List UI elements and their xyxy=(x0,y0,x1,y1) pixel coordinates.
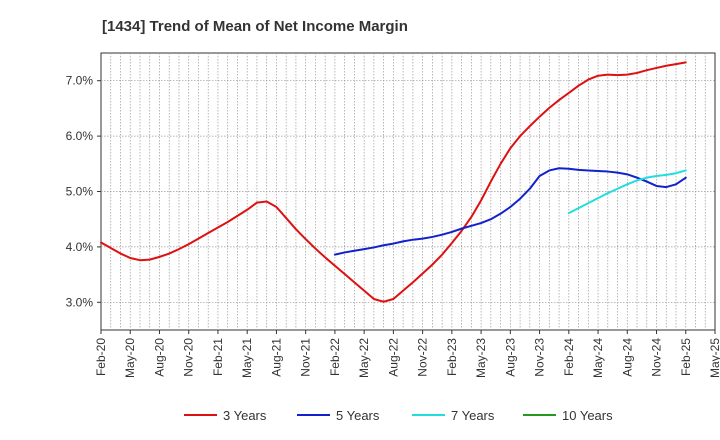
y-tick-label: 6.0% xyxy=(66,129,94,143)
x-tick-label: Aug-20 xyxy=(152,338,166,377)
legend: 3 Years 5 Years 7 Years 10 Years xyxy=(184,408,613,423)
x-tick-label: May-23 xyxy=(474,338,488,378)
x-tick-label: May-21 xyxy=(240,338,254,378)
y-axis-ticks: 3.0% 4.0% 5.0% 6.0% 7.0% xyxy=(66,74,101,309)
legend-label: 7 Years xyxy=(451,408,495,423)
chart-title: [1434] Trend of Mean of Net Income Margi… xyxy=(102,18,408,35)
x-tick-label: Nov-24 xyxy=(650,338,664,377)
x-tick-label: Aug-22 xyxy=(386,338,400,377)
y-tick-label: 5.0% xyxy=(66,185,94,199)
y-tick-label: 7.0% xyxy=(66,74,94,88)
x-tick-label: Aug-23 xyxy=(503,338,517,377)
x-tick-label: Nov-22 xyxy=(416,338,430,377)
x-tick-label: May-22 xyxy=(357,338,371,378)
legend-label: 3 Years xyxy=(223,408,267,423)
y-tick-label: 3.0% xyxy=(66,295,94,309)
x-tick-label: Nov-23 xyxy=(533,338,547,377)
series-line-3-years xyxy=(100,61,687,303)
x-tick-label: Feb-21 xyxy=(211,338,225,376)
grid xyxy=(101,53,715,330)
x-tick-label: May-20 xyxy=(123,338,137,378)
x-tick-label: Feb-23 xyxy=(445,338,459,376)
x-tick-label: Nov-20 xyxy=(182,338,196,377)
x-axis-ticks: Feb-20 May-20 Aug-20 Nov-20 Feb-21 May-21 Aug-… xyxy=(94,330,720,378)
series-line-7-years xyxy=(567,169,687,215)
x-tick-label: Aug-21 xyxy=(269,338,283,377)
x-tick-label: Aug-24 xyxy=(620,338,634,377)
legend-label: 10 Years xyxy=(562,408,613,423)
x-tick-label: Feb-25 xyxy=(679,338,693,376)
x-tick-label: May-24 xyxy=(591,338,605,378)
series-line-5-years xyxy=(333,167,687,256)
x-tick-label: Feb-24 xyxy=(562,338,576,376)
legend-label: 5 Years xyxy=(336,408,380,423)
x-tick-label: Feb-20 xyxy=(94,338,108,376)
series-lines xyxy=(100,61,687,303)
x-tick-label: Feb-22 xyxy=(328,338,342,376)
x-tick-label: May-25 xyxy=(708,338,720,378)
x-tick-label: Nov-21 xyxy=(299,338,313,377)
y-tick-label: 4.0% xyxy=(66,240,94,254)
